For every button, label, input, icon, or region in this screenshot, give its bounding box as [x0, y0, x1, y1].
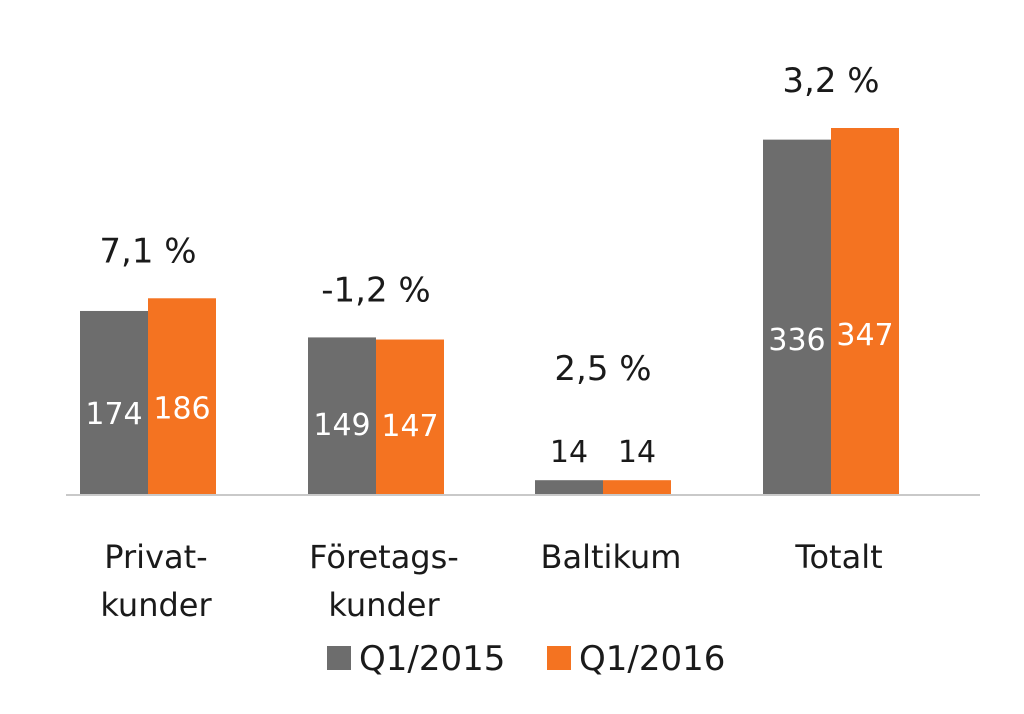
category-label: Baltikum — [541, 538, 682, 576]
change-label: 2,5 % — [554, 349, 651, 389]
legend: Q1/2015 Q1/2016 — [327, 639, 725, 679]
value-label: 149 — [313, 408, 370, 443]
category-label: Totalt — [794, 538, 882, 576]
bar-Q1-2016-cat-2 — [603, 480, 671, 495]
value-label: 174 — [85, 397, 142, 432]
category-label: Privat- — [104, 538, 207, 576]
value-label: 147 — [381, 409, 438, 444]
value-label: 347 — [836, 318, 893, 353]
value-label: 336 — [768, 323, 825, 358]
value-label: 186 — [153, 391, 210, 426]
bars-layer — [80, 128, 899, 495]
labels-layer: 174 186 7,1 % Privat-kunder 149 147 -1,2 % Före… — [85, 61, 893, 624]
change-label: 7,1 % — [99, 231, 196, 271]
bar-Q1-2015-cat-0 — [80, 310, 148, 495]
legend-label: Q1/2015 — [359, 639, 505, 679]
value-label: 14 — [550, 435, 588, 470]
bar-Q1-2016-cat-0 — [148, 298, 216, 495]
bar-Q1-2016-cat-3 — [831, 128, 899, 495]
legend-label: Q1/2016 — [579, 639, 725, 679]
category-label: Företags- — [309, 538, 459, 576]
bar-Q1-2015-cat-3 — [763, 139, 831, 495]
legend-swatch — [547, 646, 571, 670]
legend-swatch — [327, 646, 351, 670]
change-label: -1,2 % — [321, 270, 430, 310]
bar-Q1-2015-cat-1 — [308, 337, 376, 495]
category-label: kunder — [328, 586, 440, 624]
value-label: 14 — [618, 435, 656, 470]
category-label: kunder — [100, 586, 212, 624]
bar-Q1-2016-cat-1 — [376, 339, 444, 495]
bar-Q1-2015-cat-2 — [535, 480, 603, 495]
change-label: 3,2 % — [782, 61, 879, 101]
